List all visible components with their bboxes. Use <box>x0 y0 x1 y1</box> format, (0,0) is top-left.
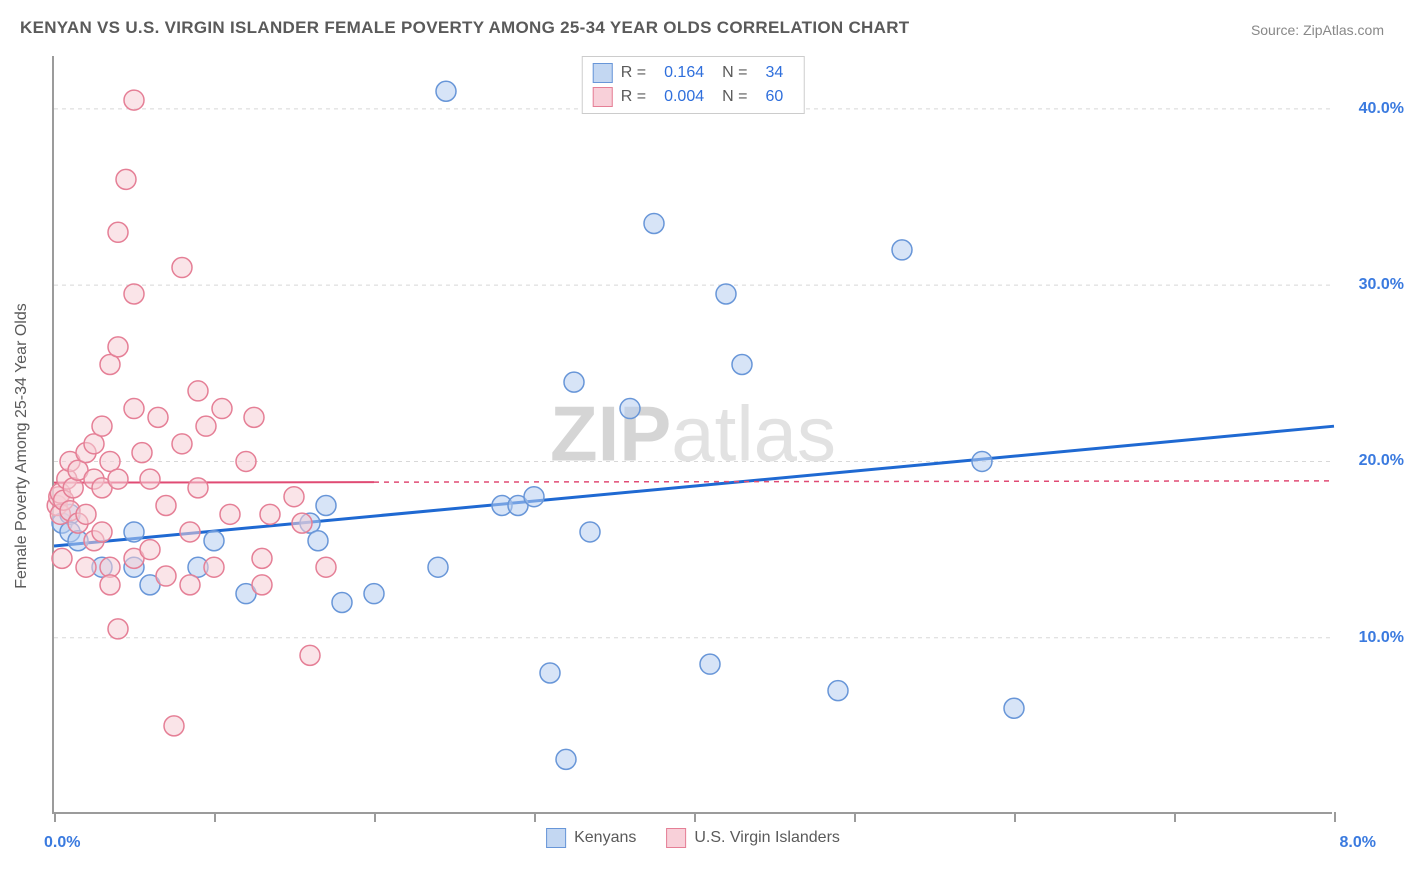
x-tick-mark <box>694 812 696 822</box>
x-tick-mark <box>534 812 536 822</box>
stats-box: R = 0.164 N = 34 R = 0.004 N = 60 <box>582 56 805 114</box>
legend-swatch <box>546 828 566 848</box>
stats-row: R = 0.164 N = 34 <box>593 61 794 85</box>
x-axis-min-label: 0.0% <box>44 834 80 852</box>
legend-item: U.S. Virgin Islanders <box>666 828 840 848</box>
x-tick-mark <box>54 812 56 822</box>
y-tick-label: 20.0% <box>1339 452 1404 470</box>
n-label: N = <box>722 88 747 106</box>
stats-row: R = 0.004 N = 60 <box>593 85 794 109</box>
y-tick-label: 30.0% <box>1339 276 1404 294</box>
x-tick-mark <box>214 812 216 822</box>
plot-area: ZIPatlas R = 0.164 N = 34 R = 0.004 N = … <box>52 56 1332 814</box>
x-tick-mark <box>1174 812 1176 822</box>
series-swatch <box>593 63 613 83</box>
source-label: Source: ZipAtlas.com <box>1251 22 1384 38</box>
y-axis-label: Female Poverty Among 25-34 Year Olds <box>13 303 31 589</box>
r-value: 0.164 <box>664 64 704 82</box>
r-label: R = <box>621 88 646 106</box>
legend-swatch <box>666 828 686 848</box>
series-swatch <box>593 87 613 107</box>
x-tick-mark <box>1014 812 1016 822</box>
y-tick-label: 10.0% <box>1339 629 1404 647</box>
y-tick-label: 40.0% <box>1339 100 1404 118</box>
r-value: 0.004 <box>664 88 704 106</box>
n-value: 60 <box>765 88 783 106</box>
legend-label: Kenyans <box>574 829 636 847</box>
chart-svg <box>54 56 1332 812</box>
r-label: R = <box>621 64 646 82</box>
n-value: 34 <box>765 64 783 82</box>
x-tick-mark <box>854 812 856 822</box>
n-label: N = <box>722 64 747 82</box>
chart-title: KENYAN VS U.S. VIRGIN ISLANDER FEMALE PO… <box>20 18 909 38</box>
legend-item: Kenyans <box>546 828 636 848</box>
bottom-legend: Kenyans U.S. Virgin Islanders <box>546 828 840 848</box>
x-axis-max-label: 8.0% <box>1340 834 1376 852</box>
x-tick-mark <box>374 812 376 822</box>
legend-label: U.S. Virgin Islanders <box>694 829 840 847</box>
x-tick-mark <box>1334 812 1336 822</box>
